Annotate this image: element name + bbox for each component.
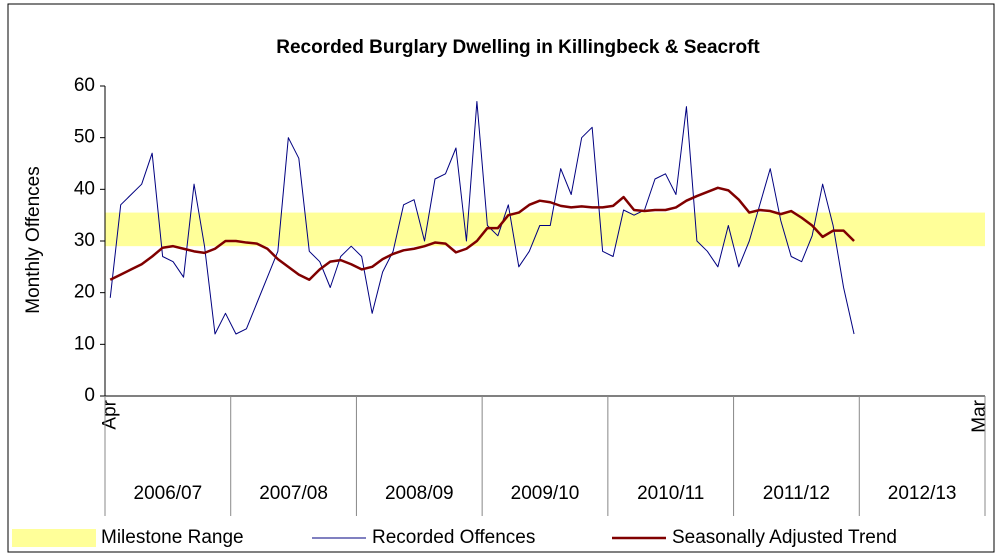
series-line: [109, 101, 855, 335]
group-label: 2007/08: [259, 483, 328, 504]
group-label: 2012/13: [888, 483, 957, 504]
legend-swatch: [12, 529, 96, 547]
group-label: 2009/10: [511, 483, 580, 504]
y-tick-label: 20: [74, 282, 95, 303]
y-tick-label: 10: [74, 333, 95, 354]
chart-border: [7, 3, 995, 553]
x-tick-label: Apr: [99, 399, 120, 429]
group-label: 2006/07: [134, 483, 203, 504]
y-tick-label: 30: [74, 230, 95, 251]
milestone-band: [105, 212, 985, 247]
legend-label: Milestone Range: [101, 527, 244, 548]
y-tick-label: 60: [74, 75, 95, 96]
group-label: 2011/12: [763, 483, 830, 504]
y-tick-label: 40: [74, 178, 95, 199]
group-label: 2008/09: [385, 483, 454, 504]
group-label: 2010/11: [637, 483, 704, 504]
legend-label: Seasonally Adjusted Trend: [672, 527, 897, 548]
chart-title: Recorded Burglary Dwelling in Killingbec…: [276, 37, 760, 58]
y-tick-label: 0: [84, 385, 95, 406]
series-line: [109, 186, 855, 281]
y-axis-label: Monthly Offences: [23, 166, 44, 314]
y-tick-label: 50: [74, 127, 95, 148]
x-tick-label: Mar: [969, 399, 990, 432]
legend-label: Recorded Offences: [372, 527, 535, 548]
